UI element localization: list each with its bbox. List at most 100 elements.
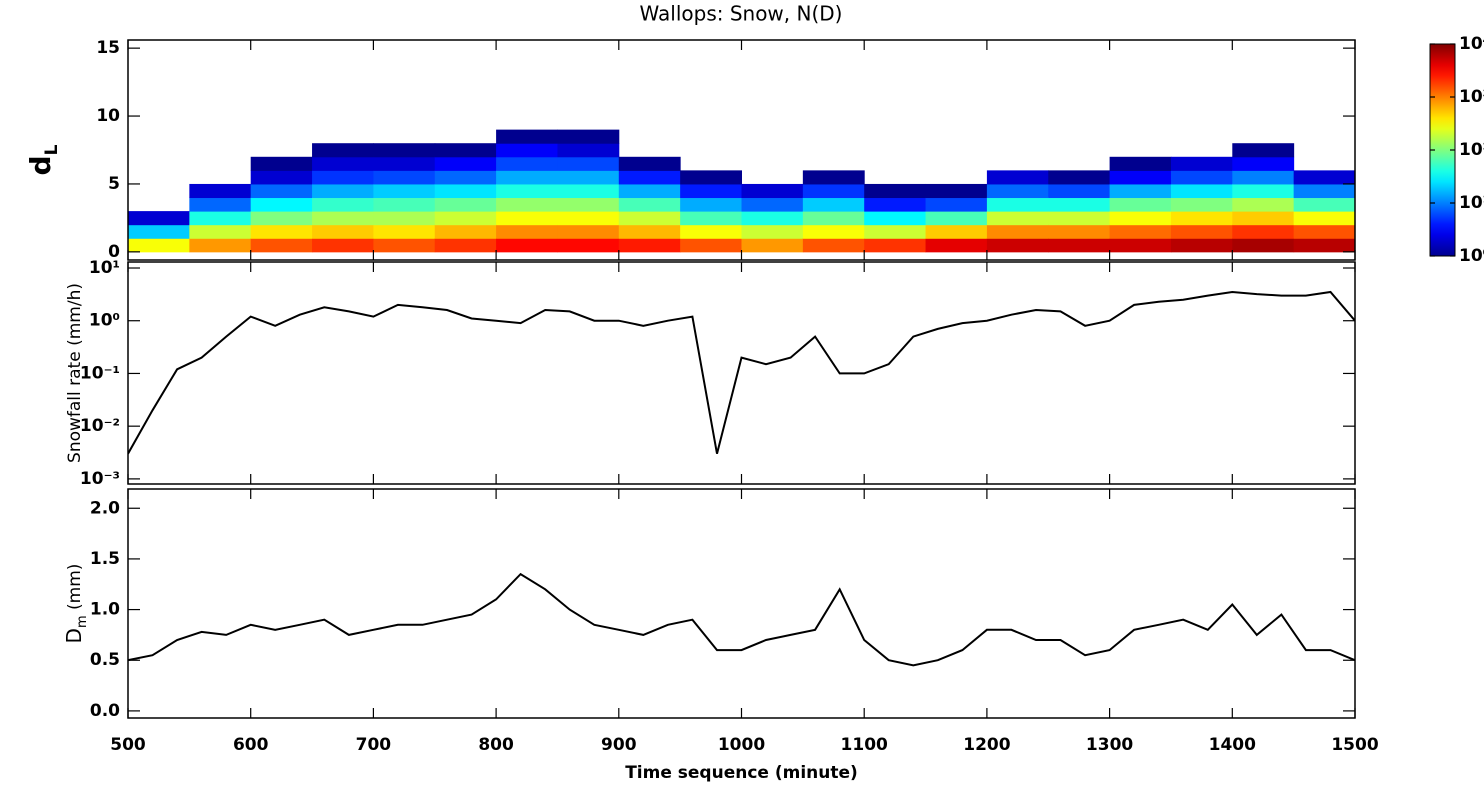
colorbar-tick-label: 10³ (1459, 87, 1484, 107)
colorbar-tick-label: 10² (1459, 140, 1484, 160)
heat-cell (618, 197, 681, 212)
heat-cell (250, 183, 313, 199)
y-label-rest: (mm) (65, 564, 85, 616)
x-tick-label: 1000 (718, 735, 765, 755)
heat-cell (1232, 130, 1294, 144)
plot-area (128, 290, 1355, 455)
heat-cell (1232, 211, 1295, 226)
heat-cell (250, 238, 313, 253)
heat-cell (1294, 157, 1356, 171)
data-line (128, 290, 1355, 455)
heat-cell (987, 157, 1049, 171)
heat-cell (128, 198, 190, 212)
heat-cell (557, 183, 620, 199)
heat-cell (1170, 211, 1233, 226)
heat-cell (926, 130, 988, 144)
heat-cell (1232, 143, 1295, 158)
heat-cell (1171, 130, 1233, 144)
heat-cell (741, 197, 804, 212)
x-tick-label: 800 (478, 735, 514, 755)
heat-cell (251, 143, 313, 157)
heat-cell (864, 170, 926, 184)
heat-cell (926, 143, 988, 157)
heat-cell (1293, 170, 1355, 185)
heat-cell (128, 143, 190, 157)
heat-cell (864, 143, 926, 157)
heat-cell (312, 183, 374, 199)
heat-cell (1170, 183, 1233, 199)
heat-cell (312, 224, 374, 239)
heat-cell (1109, 170, 1172, 185)
heat-cell (434, 156, 497, 171)
colorbar-tick-label: 10¹ (1459, 193, 1484, 213)
heat-cell (987, 130, 1049, 144)
heat-cell (1293, 211, 1355, 226)
heat-cell (925, 224, 988, 239)
heat-cell (312, 130, 374, 144)
heat-cell (373, 197, 436, 212)
heat-cell (373, 156, 436, 171)
heat-cell (680, 143, 742, 157)
heat-cell (618, 211, 681, 226)
heat-cell (557, 129, 620, 144)
heat-cell (434, 143, 497, 158)
heat-cell (250, 211, 313, 226)
heat-cell (373, 224, 436, 239)
heat-cell (618, 224, 681, 239)
x-tick-label: 1100 (841, 735, 888, 755)
heat-cell (1232, 170, 1295, 185)
plot-area (128, 129, 1356, 253)
heat-cell (557, 170, 620, 185)
colorbar-tick-label: 10⁰ (1459, 246, 1484, 266)
heat-cell (373, 170, 436, 185)
y-tick-label: 10 (96, 106, 120, 126)
x-tick-label: 1200 (963, 735, 1010, 755)
heat-cell (373, 238, 436, 253)
x-tick-label: 900 (601, 735, 637, 755)
heat-cell (496, 156, 558, 171)
heat-cell (1048, 130, 1110, 144)
heat-cell (742, 170, 804, 184)
heat-cell (189, 143, 251, 157)
heat-cell (373, 183, 436, 199)
heat-cell (435, 130, 497, 144)
heat-cell (1232, 183, 1295, 199)
heat-cell (251, 130, 313, 144)
heat-cell (803, 157, 865, 171)
heat-cell (926, 170, 988, 184)
heat-cell (1048, 143, 1110, 157)
heat-cell (987, 143, 1049, 157)
heat-cell (1170, 170, 1233, 185)
heat-cell (741, 238, 804, 253)
heat-cell (618, 183, 681, 199)
heat-cell (128, 130, 190, 144)
heat-cell (1293, 224, 1355, 239)
y-tick-label: 10⁻¹ (80, 363, 120, 383)
heat-cell (128, 184, 190, 198)
heat-cell (925, 238, 988, 253)
heat-cell (189, 224, 252, 239)
heat-cell (1109, 238, 1172, 253)
heat-cell (189, 211, 252, 226)
heat-cell (1109, 211, 1172, 226)
x-tick-label: 1300 (1086, 735, 1133, 755)
y-tick-label: 0.5 (90, 650, 120, 670)
heat-cell (434, 224, 497, 239)
heat-cell (373, 143, 436, 158)
y-tick-label: 10⁰ (89, 311, 120, 331)
heat-cell (802, 224, 865, 239)
heat-cell (189, 130, 251, 144)
heat-cell (742, 157, 804, 171)
heat-cell (926, 157, 988, 171)
heat-cell (496, 224, 558, 239)
panel-frame (127, 261, 1356, 485)
heat-cell (618, 170, 681, 185)
heat-cell (1109, 156, 1172, 171)
heat-cell (434, 211, 497, 226)
heat-cell (1294, 130, 1356, 144)
heat-cell (312, 197, 374, 212)
heat-cell (557, 224, 620, 239)
heat-cell (864, 130, 926, 144)
heat-cell (925, 183, 988, 199)
